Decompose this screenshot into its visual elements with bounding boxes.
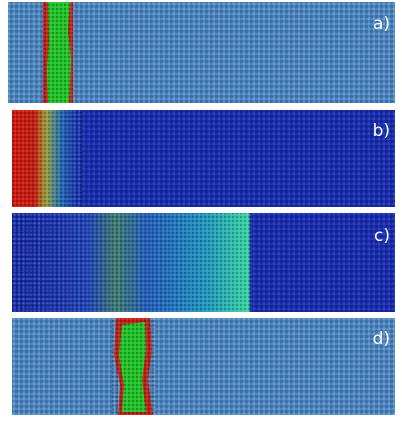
panel-d: d) [12, 318, 395, 415]
texture [112, 318, 156, 415]
panel-a: a) [8, 2, 395, 103]
panel-label: a) [373, 14, 390, 34]
texture [12, 110, 82, 207]
texture [43, 2, 73, 103]
panel-label: b) [373, 121, 390, 141]
panel-background [12, 318, 395, 415]
panel-b: b) [12, 110, 395, 207]
texture [12, 213, 252, 312]
panel-c: c) [12, 213, 395, 312]
panel-label: c) [374, 226, 390, 246]
panel-label: d) [373, 329, 390, 349]
